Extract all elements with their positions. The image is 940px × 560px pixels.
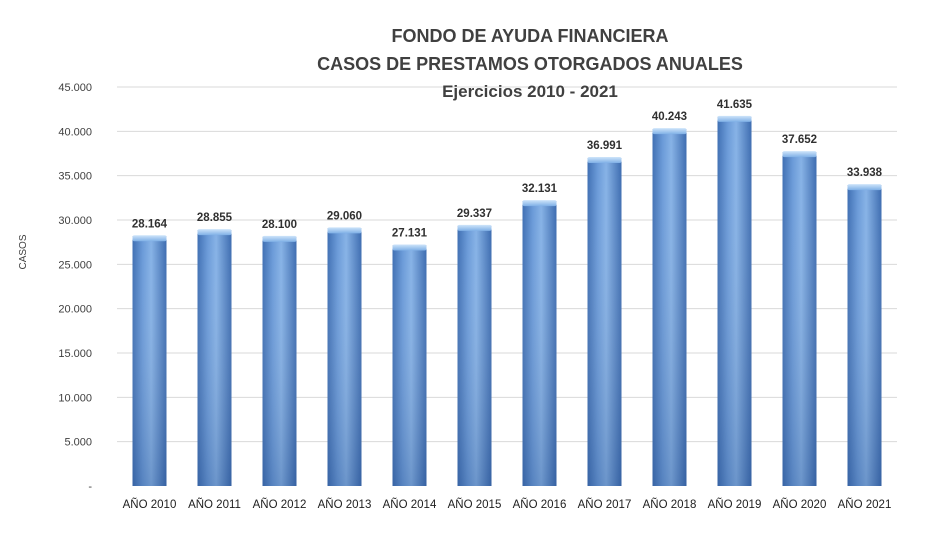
data-label: 28.855: [197, 212, 233, 224]
y-tick-label: 30.000: [58, 215, 92, 227]
bar: [522, 200, 557, 486]
x-tick-label: AÑO 2019: [708, 498, 762, 511]
bar: [392, 244, 427, 486]
bar-shade: [132, 236, 167, 486]
x-tick-label: AÑO 2016: [513, 498, 567, 511]
bar-cap: [262, 235, 297, 242]
bar: [782, 151, 817, 486]
x-tick-label: AÑO 2020: [773, 498, 827, 511]
x-axis-categories: AÑO 2010 AÑO 2011 AÑO 2012 AÑO 2013 AÑO 2014…: [123, 498, 892, 511]
bar-cap: [782, 151, 817, 158]
x-tick-label: AÑO 2018: [643, 498, 697, 511]
x-tick-label: AÑO 2015: [448, 498, 502, 511]
bar-shade: [262, 236, 297, 486]
bar-shade: [717, 116, 752, 486]
bar-cap: [327, 227, 362, 234]
data-label: 40.243: [652, 111, 687, 123]
data-label: 33.938: [847, 167, 883, 179]
x-tick-label: AÑO 2017: [578, 498, 632, 511]
bar-cap: [847, 184, 882, 191]
bar-cap: [197, 229, 232, 236]
bar-shade: [847, 185, 882, 486]
data-label: 29.060: [327, 210, 362, 222]
title-line-2: CASOS DE PRESTAMOS OTORGADOS ANUALES: [317, 54, 743, 74]
bar: [197, 229, 232, 486]
bar: [457, 224, 492, 486]
y-tick-label: 40.000: [58, 126, 92, 138]
data-label: 37.652: [782, 134, 817, 146]
bar-shade: [457, 225, 492, 486]
bar: [847, 184, 882, 486]
data-label: 32.131: [522, 183, 558, 195]
bar-shade: [522, 201, 557, 486]
bar: [132, 235, 167, 486]
x-tick-label: AÑO 2011: [188, 498, 241, 511]
x-tick-label: AÑO 2010: [123, 498, 177, 511]
bar-cap: [522, 200, 557, 207]
x-tick-label: AÑO 2013: [318, 498, 372, 511]
bar: [262, 235, 297, 486]
bar: [652, 128, 687, 487]
data-label: 41.635: [717, 99, 753, 111]
bar: [587, 157, 622, 487]
y-axis-ticks: - 5.000 10.000 15.000 20.000 25.000 30.000 35.0…: [58, 82, 92, 493]
bar-cap: [652, 128, 687, 135]
y-tick-label: 25.000: [58, 259, 92, 271]
x-tick-label: AÑO 2014: [383, 498, 437, 511]
data-labels: 28.164 28.855 28.100 29.060 27.131 29.337 32.1…: [132, 99, 883, 240]
bar-shade: [782, 152, 817, 486]
chart-title: FONDO DE AYUDA FINANCIERA CASOS DE PREST…: [317, 26, 743, 101]
data-label: 28.164: [132, 218, 168, 230]
gridlines: [117, 86, 897, 443]
bar-shade: [392, 245, 427, 486]
data-label: 27.131: [392, 227, 428, 239]
bar-cap: [457, 224, 492, 231]
x-tick-label: AÑO 2021: [838, 498, 892, 511]
title-line-3: Ejercicios 2010 - 2021: [442, 82, 618, 101]
y-tick-label: 20.000: [58, 304, 92, 316]
bar-cap: [717, 115, 752, 122]
data-label: 29.337: [457, 208, 492, 220]
y-tick-label: 35.000: [58, 171, 92, 183]
y-axis-title: CASOS: [18, 234, 29, 269]
y-tick-label: 5.000: [64, 437, 92, 449]
y-tick-label: 10.000: [58, 392, 92, 404]
bar-shade: [587, 158, 622, 487]
y-tick-label: 45.000: [58, 82, 92, 94]
bar-shade: [652, 129, 687, 487]
y-tick-label: 15.000: [58, 348, 92, 360]
x-tick-label: AÑO 2012: [253, 498, 307, 511]
data-label: 28.100: [262, 219, 297, 231]
bar-shade: [197, 230, 232, 486]
bar: [717, 115, 752, 486]
data-label: 36.991: [587, 140, 623, 152]
y-tick-label: -: [88, 481, 92, 493]
bar-cap: [132, 235, 167, 242]
title-line-1: FONDO DE AYUDA FINANCIERA: [391, 26, 668, 46]
bar-cap: [587, 157, 622, 164]
bars: [132, 115, 882, 487]
bar: [327, 227, 362, 487]
bar-shade: [327, 228, 362, 487]
bar-cap: [392, 244, 427, 251]
